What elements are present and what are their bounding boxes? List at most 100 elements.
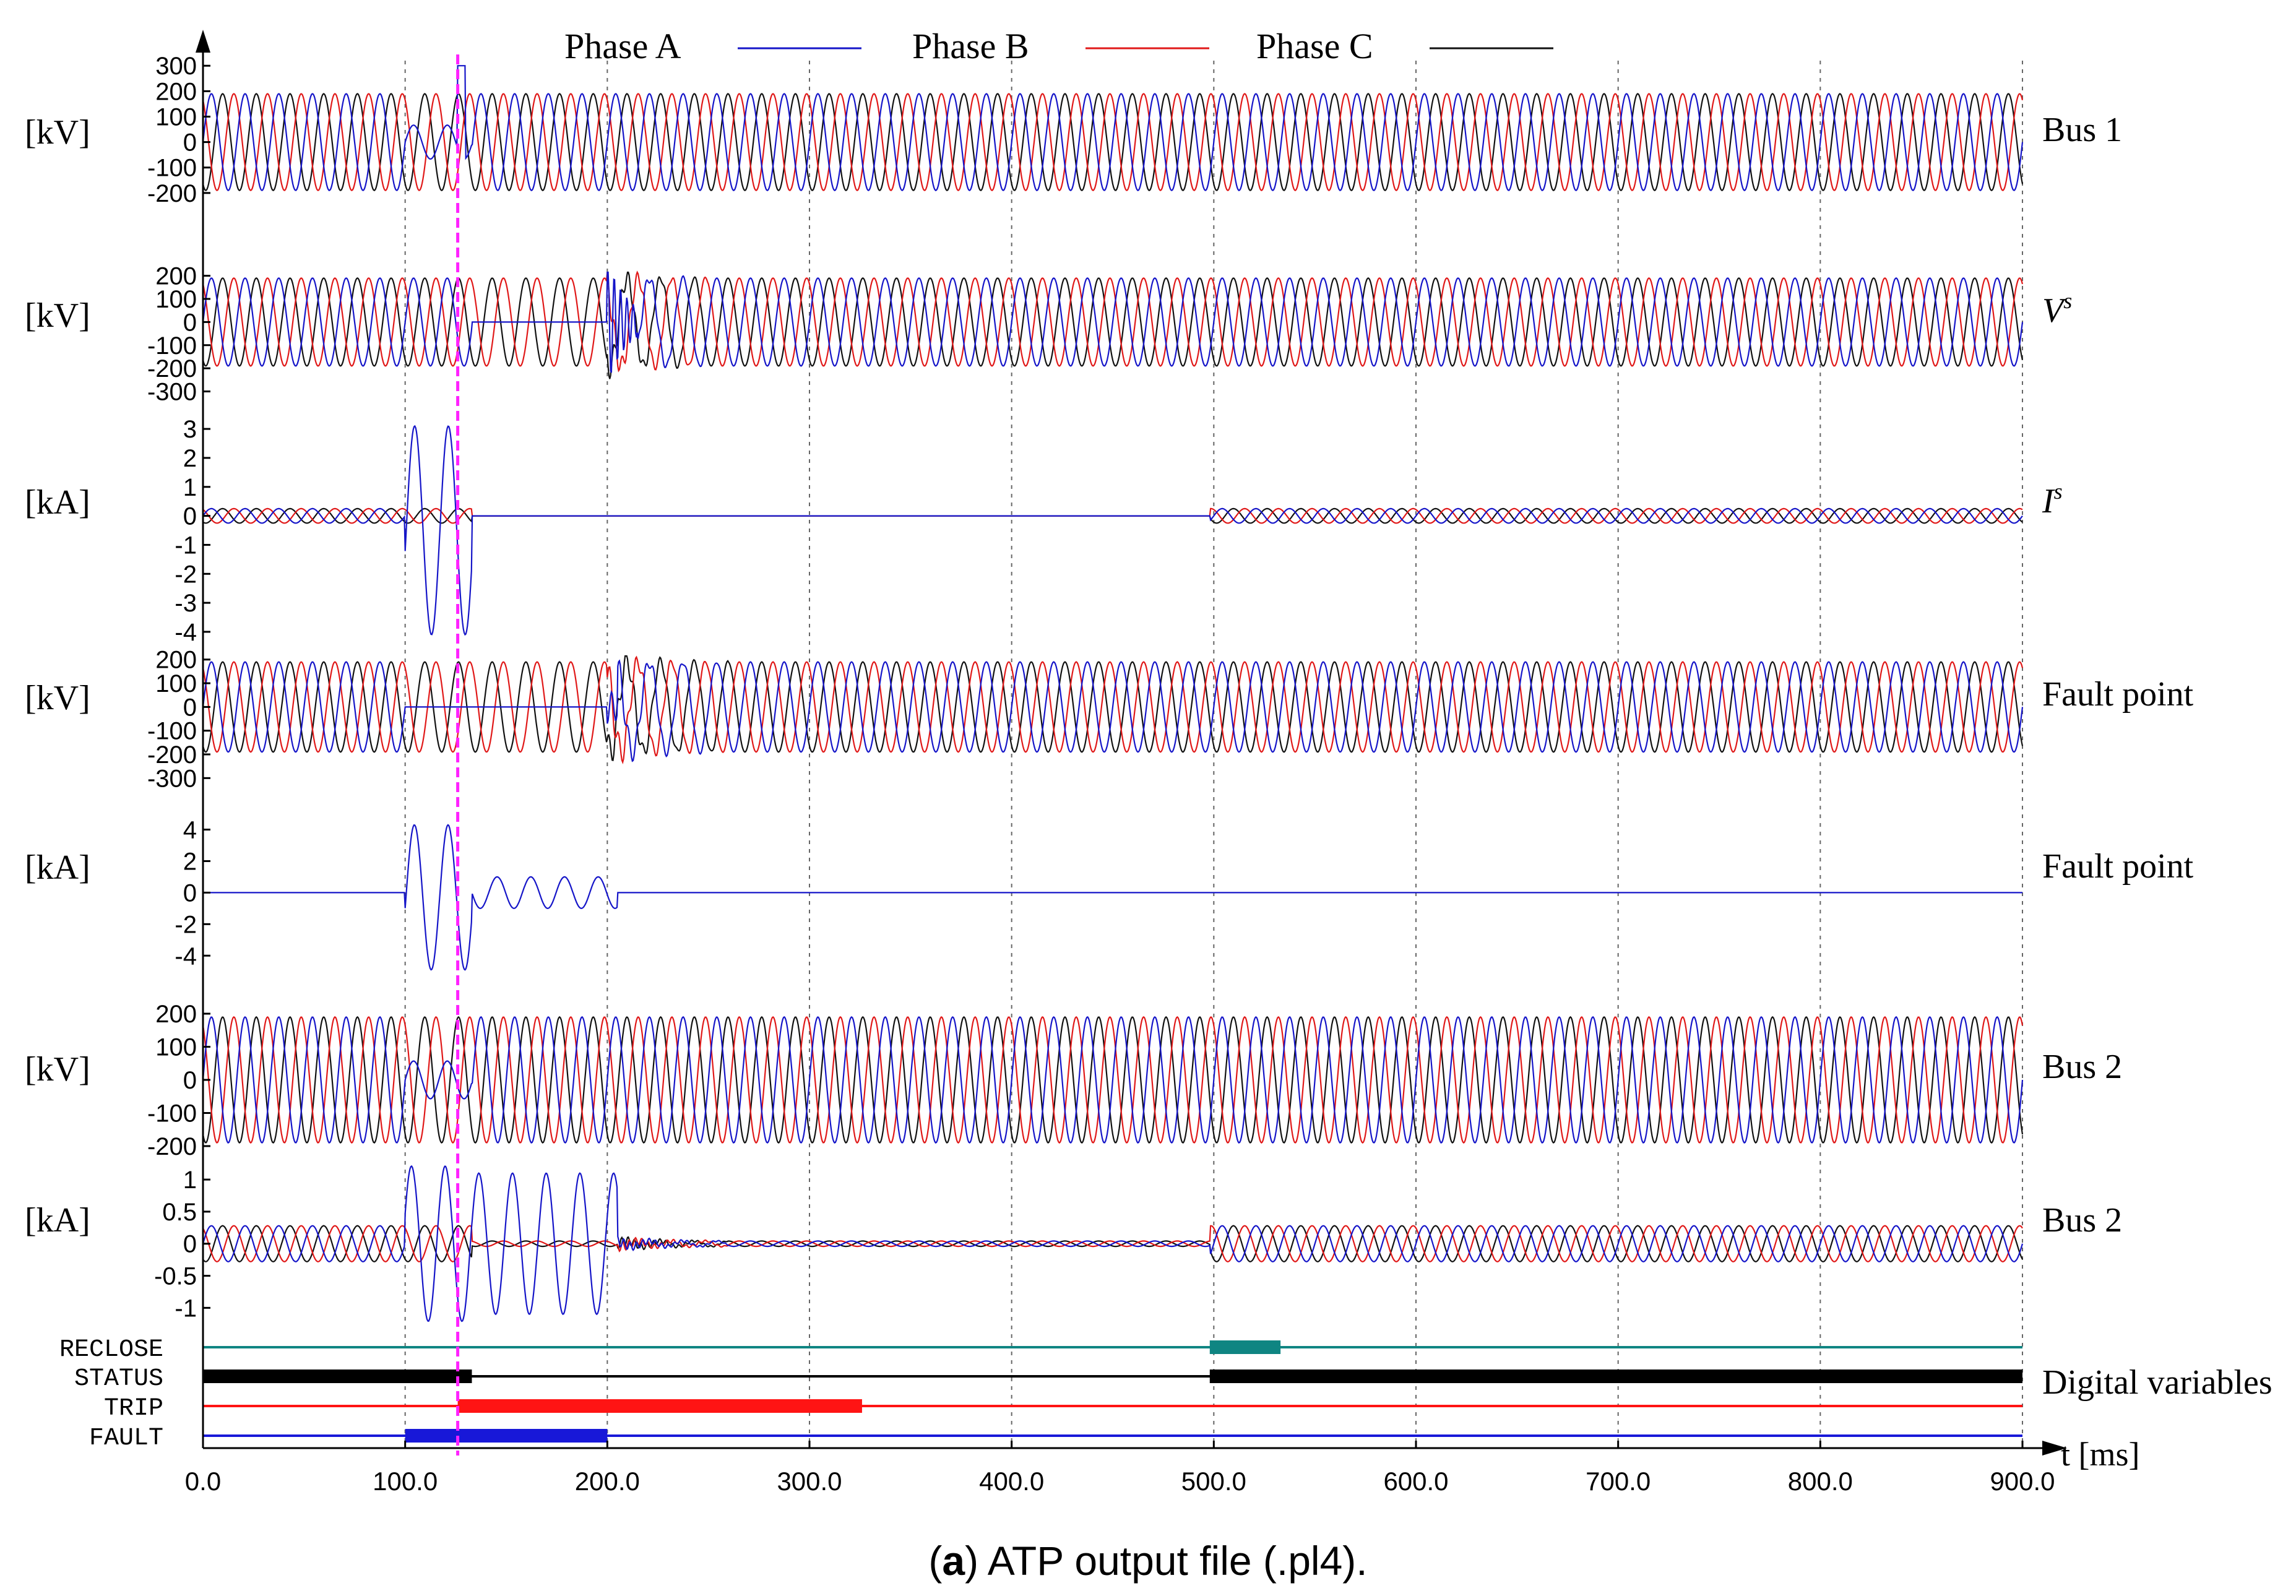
panel-unit: [kV] bbox=[25, 296, 90, 335]
source_v-phase-b bbox=[202, 270, 2024, 373]
y-tick-label: 1 bbox=[183, 1167, 197, 1194]
y-tick-label: 200 bbox=[155, 647, 197, 674]
y-tick-label: 0 bbox=[183, 694, 197, 721]
x-tick-label: 900.0 bbox=[1990, 1467, 2055, 1496]
y-tick-label: 0.5 bbox=[162, 1199, 197, 1226]
y-tick-label: -3 bbox=[175, 590, 197, 617]
y-tick-label: 0 bbox=[183, 879, 197, 907]
source_v-phase-a bbox=[202, 271, 2024, 373]
legend-label: Phase B bbox=[912, 26, 1029, 66]
legend-label: Phase C bbox=[1256, 26, 1373, 66]
bus2_i-phase-b bbox=[202, 1225, 2023, 1262]
time-gridlines bbox=[404, 61, 2023, 1448]
y-tick-label: 2 bbox=[183, 848, 197, 875]
y-tick-label: 3 bbox=[183, 416, 197, 443]
panel-label: Is bbox=[2042, 479, 2063, 520]
y-tick-label: -2 bbox=[175, 561, 197, 588]
y-tick-label: -0.5 bbox=[154, 1263, 197, 1290]
panel-unit: [kV] bbox=[25, 1050, 90, 1089]
y-tick-label: 2 bbox=[183, 445, 197, 472]
y-tick-label: -1 bbox=[175, 1295, 197, 1322]
panel-label: Fault point bbox=[2042, 675, 2194, 714]
y-tick-label: 200 bbox=[155, 1001, 197, 1028]
x-tick-label: 400.0 bbox=[979, 1467, 1044, 1496]
x-tick-label: 600.0 bbox=[1383, 1467, 1448, 1496]
x-axis-ticks: 0.0 100.0 200.0 300.0 400.0 500.0 600.0 700.0 80… bbox=[185, 1441, 2055, 1496]
bus2_v-phase-b bbox=[202, 1016, 2024, 1144]
y-tick-label: -200 bbox=[147, 1133, 197, 1160]
y-tick-label: 0 bbox=[183, 1067, 197, 1094]
digital-name: STATUS bbox=[74, 1365, 163, 1393]
y-axis-arrow bbox=[196, 30, 210, 53]
y-tick-label: 0 bbox=[183, 1231, 197, 1258]
fault_v-phase-c bbox=[202, 655, 2024, 761]
panel-label: Bus 2 bbox=[2042, 1201, 2122, 1240]
x-tick-label: 0.0 bbox=[185, 1467, 221, 1496]
x-axis-label: t [ms] bbox=[2061, 1436, 2140, 1473]
panel-label: Fault point bbox=[2042, 847, 2194, 886]
y-tick-label: 100 bbox=[155, 286, 197, 313]
y-tick-label: -100 bbox=[147, 332, 197, 360]
y-tick-label: -2 bbox=[175, 911, 197, 938]
y-tick-label: 0 bbox=[183, 129, 197, 157]
y-tick-label: -300 bbox=[147, 379, 197, 406]
y-tick-label: -100 bbox=[147, 718, 197, 745]
y-tick-label: 4 bbox=[183, 817, 197, 844]
x-tick-label: 700.0 bbox=[1586, 1467, 1651, 1496]
y-tick-label: 1 bbox=[183, 474, 197, 501]
bus2_v-phase-a bbox=[202, 1016, 2024, 1144]
digital-name: RECLOSE bbox=[59, 1336, 163, 1364]
y-axis-ticks: 3002001000-100-2002001000-100-200-300321… bbox=[147, 53, 210, 1322]
x-tick-label: 200.0 bbox=[575, 1467, 640, 1496]
bus1_v-phase-b bbox=[202, 93, 2024, 192]
y-tick-label: -200 bbox=[147, 180, 197, 207]
panel-unit: [kA] bbox=[25, 1201, 90, 1240]
panel-unit: [kV] bbox=[25, 679, 90, 717]
panel-labels: [kV] Bus 1 [kV] Vs [kA] Is [kV] Fault point [kA]… bbox=[25, 111, 2194, 1240]
y-tick-label: -4 bbox=[175, 943, 197, 970]
y-tick-label: -200 bbox=[147, 741, 197, 769]
figure-caption: (a) ATP output file (.pl4). bbox=[928, 1538, 1367, 1584]
y-tick-label: 200 bbox=[155, 263, 197, 290]
x-tick-label: 500.0 bbox=[1181, 1467, 1246, 1496]
digital-active-reclose bbox=[1209, 1340, 1281, 1354]
x-tick-label: 800.0 bbox=[1788, 1467, 1853, 1496]
y-tick-label: -100 bbox=[147, 1100, 197, 1127]
digital-active-trip bbox=[457, 1399, 862, 1413]
bus2_v-phase-c bbox=[202, 1016, 2024, 1144]
panel-unit: [kA] bbox=[25, 483, 90, 522]
y-tick-label: 0 bbox=[183, 503, 197, 530]
digital-active-status bbox=[203, 1370, 472, 1383]
panel-label: Bus 2 bbox=[2042, 1048, 2122, 1086]
digital-active-fault bbox=[405, 1429, 608, 1443]
digital-variables-label: Digital variables bbox=[2042, 1363, 2272, 1402]
x-axis-arrow bbox=[2042, 1441, 2067, 1456]
panel-label: Bus 1 bbox=[2042, 111, 2122, 149]
waveform-traces bbox=[202, 65, 2024, 1322]
y-tick-label: -200 bbox=[147, 355, 197, 382]
source_v-phase-c bbox=[202, 271, 2024, 379]
legend: Phase A Phase B Phase C bbox=[564, 26, 1553, 66]
digital-active-status bbox=[1209, 1370, 2022, 1383]
legend-label: Phase A bbox=[564, 26, 681, 66]
panel-unit: [kV] bbox=[25, 113, 90, 152]
bus2_i-phase-c bbox=[202, 1225, 2023, 1262]
y-tick-label: 100 bbox=[155, 670, 197, 697]
panel-unit: [kA] bbox=[25, 848, 90, 887]
y-tick-label: 0 bbox=[183, 309, 197, 336]
digital-name: TRIP bbox=[104, 1395, 163, 1423]
bus1_v-phase-c bbox=[202, 93, 2024, 192]
y-tick-label: -4 bbox=[175, 619, 197, 646]
fault_v-phase-a bbox=[202, 659, 2024, 762]
digital-name: FAULT bbox=[89, 1425, 163, 1452]
y-tick-label: -1 bbox=[175, 532, 197, 559]
bus2_i-phase-a bbox=[202, 1165, 2024, 1322]
x-tick-label: 300.0 bbox=[777, 1467, 842, 1496]
fault_i-phase-a bbox=[203, 824, 2022, 971]
x-tick-label: 100.0 bbox=[373, 1467, 438, 1496]
source_i-phase-a bbox=[202, 425, 2023, 636]
fault_v-phase-b bbox=[202, 655, 2024, 765]
y-tick-label: 100 bbox=[155, 1034, 197, 1061]
